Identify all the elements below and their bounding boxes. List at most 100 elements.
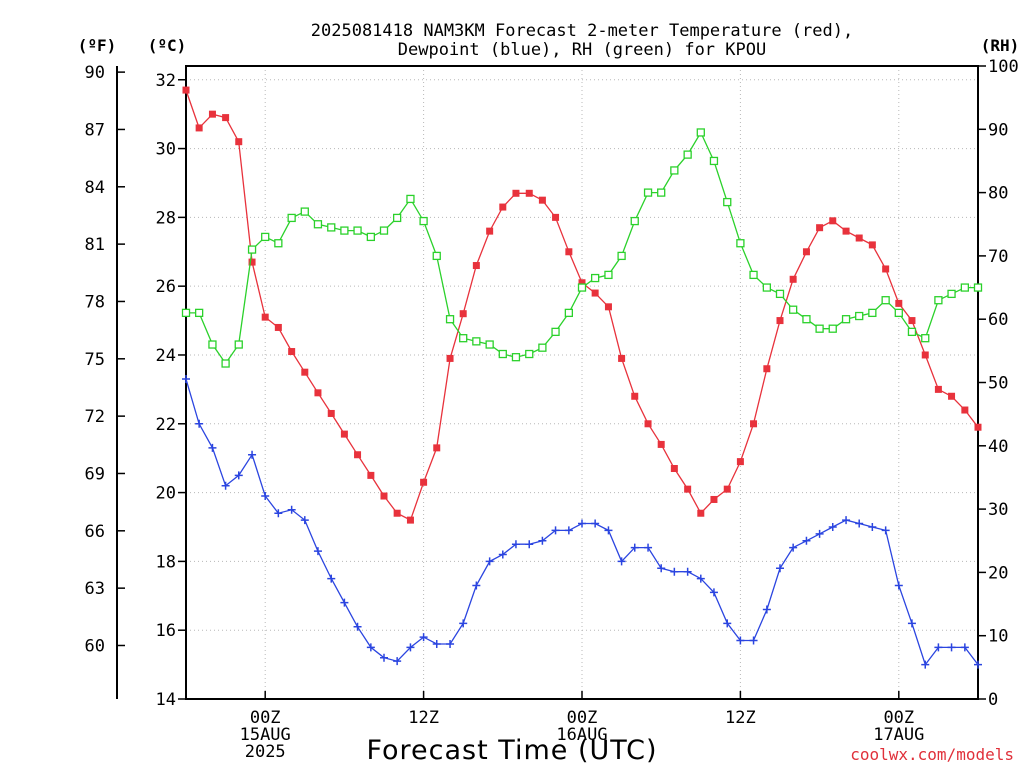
temperature-point	[525, 189, 533, 197]
rh-axis: 0 10 20 30 40 50 60 70 80 90 100	[978, 57, 1019, 710]
dewpoint-point	[472, 581, 481, 590]
dewpoint-point	[261, 492, 270, 501]
temperature-point	[538, 196, 546, 204]
temperature-point	[855, 234, 863, 242]
temperature-point	[393, 509, 401, 517]
temperature-point	[591, 289, 599, 297]
fahrenheit-tick-label: 69	[85, 464, 105, 484]
fahrenheit-unit-label: (ºF)	[78, 36, 117, 55]
dewpoint-point	[446, 639, 455, 648]
temperature-point	[895, 299, 903, 307]
rh-point	[590, 273, 600, 283]
fahrenheit-tick-label: 81	[85, 235, 105, 255]
rh-tick-label: 20	[988, 563, 1008, 583]
rh-point	[947, 289, 956, 299]
dewpoint-point	[380, 653, 388, 662]
dewpoint-point	[630, 543, 639, 552]
temperature-point	[974, 423, 982, 431]
rh-point	[511, 353, 521, 362]
rh-point	[208, 340, 217, 349]
fahrenheit-tick-label: 66	[85, 522, 105, 542]
celsius-tick-label: 32	[156, 71, 176, 91]
dewpoint-point	[670, 567, 679, 576]
celsius-tick-label: 24	[156, 346, 176, 366]
fahrenheit-tick-label: 84	[85, 178, 105, 198]
fahrenheit-tick-label: 75	[85, 350, 105, 370]
rh-point	[788, 305, 798, 314]
dewpoint-point	[208, 443, 217, 452]
celsius-tick-label: 30	[156, 140, 176, 160]
rh-point	[419, 216, 428, 226]
temperature-point	[314, 389, 322, 397]
source-credit: coolwx.com/models	[850, 745, 1014, 764]
fahrenheit-tick-label: 87	[85, 120, 105, 140]
dewpoint-point	[591, 519, 600, 528]
dewpoint-point	[749, 636, 758, 645]
rh-point	[525, 349, 534, 359]
rh-point	[181, 308, 191, 318]
dewpoint-point	[709, 588, 718, 597]
dewpoint-point	[723, 619, 732, 628]
temperature-point	[921, 351, 929, 359]
temperature-point	[406, 516, 414, 524]
celsius-unit-label: (ºC)	[148, 36, 187, 55]
temperature-point	[750, 420, 758, 428]
temperature-point	[420, 478, 428, 486]
dewpoint-point	[313, 547, 322, 556]
temperature-point	[829, 217, 837, 225]
rh-point	[221, 359, 230, 368]
dewpoint-point	[868, 522, 877, 531]
temperature-point	[248, 258, 256, 266]
temperature-point	[776, 317, 784, 325]
temperature-point	[274, 323, 282, 331]
dewpoint-point	[578, 519, 586, 528]
time-tick-label: 16AUG	[556, 725, 607, 745]
dewpoint-point	[881, 526, 890, 535]
temperature-point	[367, 471, 375, 479]
temperature-point	[182, 86, 190, 94]
rh-unit-label: (RH)	[981, 36, 1020, 55]
temperature-series	[182, 86, 982, 524]
rh-point	[775, 289, 785, 299]
celsius-tick-label: 20	[156, 484, 176, 504]
dewpoint-point	[551, 526, 560, 535]
temperature-point	[301, 368, 309, 376]
celsius-tick-label: 28	[156, 208, 176, 228]
dewpoint-point	[432, 639, 441, 648]
dewpoint-point	[327, 574, 336, 583]
dewpoint-point	[393, 657, 402, 666]
rh-point	[485, 340, 494, 349]
rh-point	[815, 324, 824, 333]
x-axis-label: Forecast Time (UTC)	[366, 735, 657, 766]
dewpoint-point	[604, 526, 613, 535]
rh-point	[643, 188, 653, 197]
temperature-point	[710, 495, 718, 503]
temperature-point	[842, 227, 850, 235]
temperature-point	[961, 406, 969, 414]
temperature-point	[868, 241, 876, 249]
dewpoint-point	[762, 605, 771, 614]
time-tick-label: 00Z	[250, 708, 281, 728]
rh-point	[366, 232, 376, 242]
dewpoint-point	[248, 450, 257, 459]
fahrenheit-tick-label: 78	[85, 292, 105, 312]
rh-point	[762, 283, 772, 292]
rh-point	[551, 327, 560, 337]
rh-tick-label: 90	[988, 120, 1008, 140]
rh-tick-label: 10	[988, 627, 1008, 647]
dewpoint-point	[802, 536, 811, 545]
rh-point	[327, 223, 336, 232]
temperature-point	[934, 385, 942, 393]
rh-point	[841, 315, 851, 324]
rh-point	[670, 166, 679, 175]
rh-point	[617, 251, 626, 261]
temperature-point	[222, 114, 230, 122]
rh-point	[300, 207, 309, 216]
rh-point	[353, 226, 362, 235]
temperature-point	[723, 485, 731, 493]
dewpoint-point	[419, 633, 428, 642]
dewpoint-point	[855, 519, 864, 528]
dewpoint-point	[511, 540, 520, 549]
